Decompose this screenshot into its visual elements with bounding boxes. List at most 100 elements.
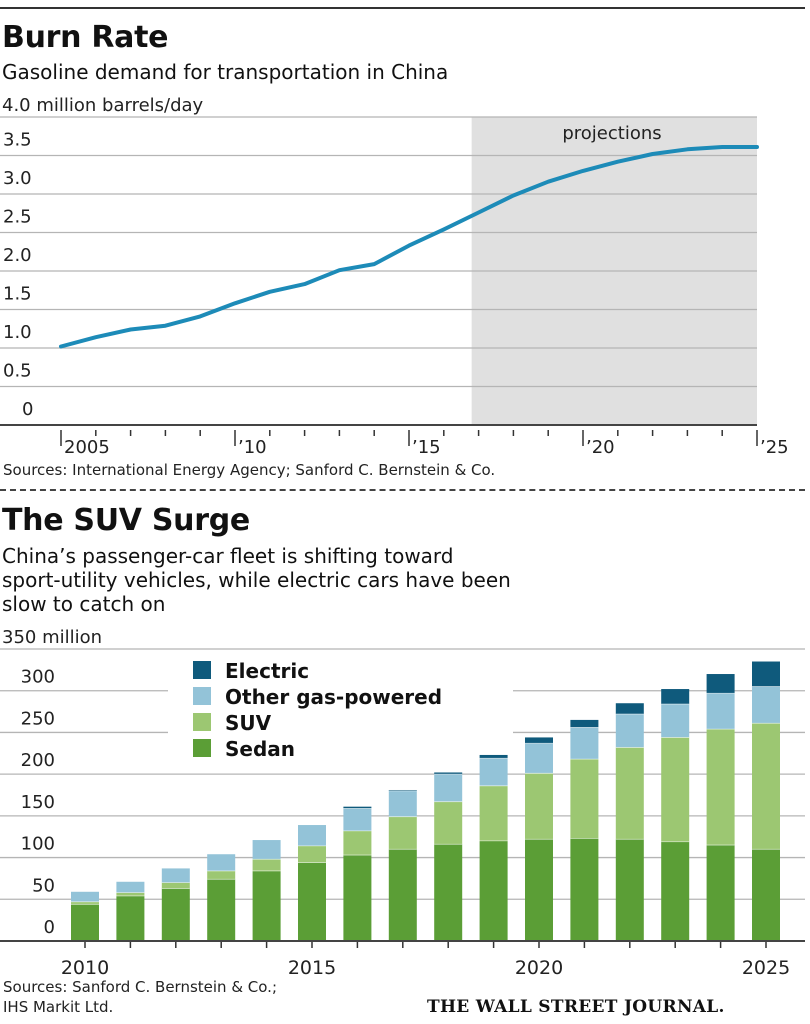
bar-suv-2021: [570, 759, 599, 839]
bar-sedan-2024: [706, 845, 735, 941]
bar-sedan-2014: [252, 870, 281, 941]
bar-other-gas-powered-2025: [752, 686, 780, 724]
bar-suv-2025: [752, 723, 780, 850]
legend-label: Sedan: [225, 737, 295, 761]
y-tick-label: 1.0: [3, 322, 32, 343]
chart1-unit-label: 4.0 million barrels/day: [2, 95, 204, 116]
bar-other-gas-powered-2017: [388, 790, 417, 817]
bar-suv-2022: [615, 747, 644, 840]
y-tick-label: 300: [21, 667, 55, 688]
bar-suv-2010: [71, 901, 99, 905]
bar-electric-2018: [434, 772, 463, 775]
bar-electric-2020: [525, 737, 553, 744]
bar-suv-2024: [706, 729, 735, 846]
y-tick-label: 150: [21, 792, 55, 813]
x-tick-label: 2005: [64, 437, 110, 458]
bar-other-gas-powered-2018: [434, 774, 463, 802]
bar-suv-2015: [298, 845, 326, 863]
bar-sedan-2010: [71, 904, 99, 941]
x-tick-label: ’10: [238, 437, 267, 458]
bar-suv-2017: [388, 816, 417, 850]
x-tick-label: 2025: [742, 957, 790, 979]
chart2-subtitle-line-1: China’s passenger-car fleet is shifting …: [2, 544, 454, 568]
chart1-title: Burn Rate: [2, 20, 169, 55]
x-tick-label: 2010: [61, 957, 109, 979]
bar-other-gas-powered-2020: [525, 743, 553, 774]
bar-other-gas-powered-2021: [570, 727, 599, 760]
y-tick-label: 250: [21, 708, 55, 729]
legend-label: SUV: [225, 711, 272, 735]
legend-swatch-sedan: [193, 739, 211, 757]
bar-sedan-2019: [479, 840, 508, 941]
bar-sedan-2016: [343, 855, 372, 941]
bar-suv-2012: [161, 882, 190, 889]
bar-other-gas-powered-2022: [615, 714, 644, 748]
chart1-sources: Sources: International Energy Agency; Sa…: [3, 461, 496, 479]
chart2-subtitle-line-3: slow to catch on: [2, 592, 166, 616]
x-tick-label: ’25: [760, 437, 789, 458]
bar-suv-2023: [661, 737, 690, 842]
y-tick-label: 0: [22, 399, 33, 420]
y-tick-label: 3.0: [3, 168, 32, 189]
bar-other-gas-powered-2016: [343, 808, 372, 831]
legend-swatch-electric: [193, 661, 211, 679]
bar-electric-2022: [615, 703, 644, 715]
y-tick-label: 2.5: [3, 207, 32, 228]
bar-suv-2019: [479, 785, 508, 841]
x-tick-label: 2015: [288, 957, 336, 979]
chart2-unit-label: 350 million: [2, 627, 103, 648]
chart2-sources-line-1: Sources: Sanford C. Bernstein & Co.;: [3, 978, 278, 996]
x-tick-label: ’15: [412, 437, 441, 458]
bar-suv-2013: [207, 870, 236, 880]
bar-electric-2017: [388, 789, 417, 791]
chart2-sources-line-2: IHS Markit Ltd.: [3, 998, 114, 1016]
bar-sedan-2023: [661, 841, 690, 941]
chart2-subtitle-line-2: sport-utility vehicles, while electric c…: [2, 568, 511, 592]
wsj-logo: THE WALL STREET JOURNAL.: [427, 997, 725, 1017]
bar-electric-2016: [343, 806, 372, 809]
bar-electric-2021: [570, 719, 599, 728]
bar-sedan-2022: [615, 839, 644, 941]
bar-sedan-2015: [298, 862, 326, 941]
chart2-title: The SUV Surge: [2, 503, 250, 538]
y-tick-label: 50: [32, 875, 55, 896]
bar-other-gas-powered-2013: [207, 854, 236, 871]
bar-suv-2016: [343, 830, 372, 856]
legend-label: Electric: [225, 659, 309, 683]
bar-sedan-2017: [388, 849, 417, 941]
bar-other-gas-powered-2011: [116, 881, 145, 893]
bar-sedan-2025: [752, 849, 780, 941]
demand-line: [59, 145, 759, 349]
bar-other-gas-powered-2014: [252, 840, 281, 860]
projection-label: projections: [562, 123, 661, 144]
bar-other-gas-powered-2012: [161, 868, 190, 883]
bar-electric-2023: [661, 689, 690, 705]
section-divider: [0, 489, 805, 491]
x-tick-label: ’20: [586, 437, 615, 458]
y-tick-label: 1.5: [3, 284, 32, 305]
bar-other-gas-powered-2010: [71, 891, 99, 902]
legend-swatch-suv: [193, 713, 211, 731]
bar-suv-2020: [525, 773, 553, 840]
bar-other-gas-powered-2019: [479, 758, 508, 786]
y-tick-label: 2.0: [3, 245, 32, 266]
x-tick-label: 2020: [515, 957, 563, 979]
top-rule: [0, 7, 805, 9]
bar-sedan-2011: [116, 895, 145, 941]
bar-sedan-2013: [207, 879, 236, 941]
bar-sedan-2021: [570, 838, 599, 941]
bar-electric-2025: [752, 661, 780, 687]
bar-sedan-2018: [434, 844, 463, 941]
bar-other-gas-powered-2015: [298, 825, 326, 846]
legend-label: Other gas-powered: [225, 685, 442, 709]
y-tick-label: 0.5: [3, 361, 32, 382]
y-tick-label: 0: [44, 917, 55, 938]
bar-suv-2014: [252, 859, 281, 871]
bar-electric-2019: [479, 754, 508, 759]
bar-sedan-2012: [161, 888, 190, 941]
bar-suv-2011: [116, 892, 145, 896]
chart1-subtitle: Gasoline demand for transportation in Ch…: [2, 60, 449, 84]
y-tick-label: 3.5: [3, 130, 32, 151]
legend-swatch-other-gas-powered: [193, 687, 211, 705]
